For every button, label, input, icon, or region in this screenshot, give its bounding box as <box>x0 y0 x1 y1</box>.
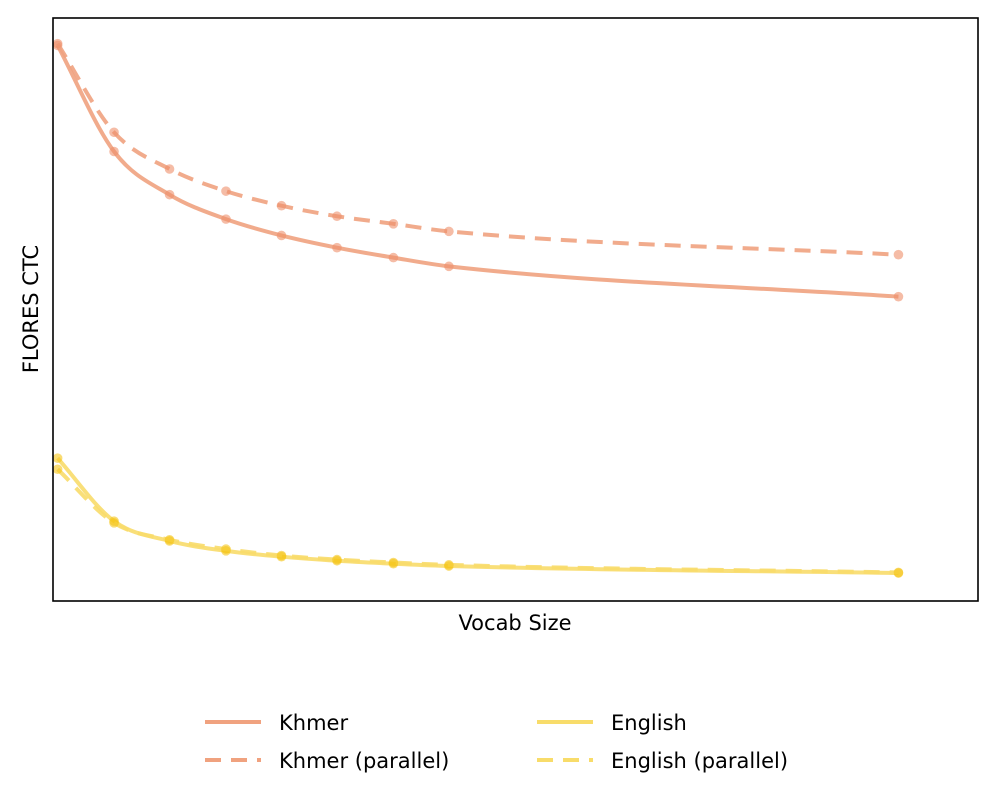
legend-label: Khmer <box>279 711 348 735</box>
data-point-khmer-parallel <box>221 186 231 196</box>
data-point-khmer-parallel <box>893 249 904 260</box>
data-point-khmer-parallel <box>444 226 454 237</box>
data-point-english-parallel <box>109 518 119 528</box>
data-point-khmer <box>221 214 231 224</box>
data-point-english <box>52 453 63 463</box>
data-point-english-parallel <box>52 464 63 475</box>
data-point-khmer <box>444 261 454 272</box>
data-point-english-parallel <box>893 567 904 578</box>
data-point-khmer <box>332 242 342 253</box>
data-point-english-parallel <box>164 534 175 545</box>
data-point-khmer <box>164 189 175 200</box>
data-point-khmer-parallel <box>276 200 287 211</box>
data-point-english-parallel <box>221 544 231 554</box>
series-line-english-parallel <box>56 467 899 575</box>
series-khmer <box>52 40 904 302</box>
series-line-khmer <box>55 44 899 299</box>
data-point-khmer-parallel <box>109 127 119 138</box>
series-english-parallel <box>52 464 904 578</box>
data-point-khmer <box>388 252 399 263</box>
data-point-khmer <box>109 146 119 157</box>
series-line-khmer-parallel <box>55 42 899 257</box>
data-point-khmer-parallel <box>52 38 63 49</box>
legend-item-english: English <box>537 711 687 735</box>
data-point-khmer <box>893 291 904 302</box>
data-point-khmer-parallel <box>332 211 342 222</box>
data-point-english-parallel <box>444 560 454 570</box>
legend-item-english-parallel: English (parallel) <box>537 749 788 773</box>
series-khmer-parallel <box>52 38 904 260</box>
series-layer <box>52 38 904 578</box>
data-point-khmer-parallel <box>164 164 175 174</box>
plot-frame <box>52 17 979 602</box>
y-axis-label: FLORES CTC <box>19 245 43 373</box>
legend-label: Khmer (parallel) <box>279 749 449 773</box>
data-point-khmer <box>276 230 287 241</box>
x-axis-label: Vocab Size <box>458 611 571 635</box>
legend-item-khmer: Khmer <box>205 711 348 735</box>
legend-label: English <box>611 711 687 735</box>
data-point-khmer-parallel <box>388 219 399 229</box>
data-point-english-parallel <box>276 550 287 561</box>
data-point-english-parallel <box>332 554 342 565</box>
legend: Khmer Khmer (parallel) English English (par… <box>205 711 788 773</box>
series-english <box>52 453 904 578</box>
legend-label: English (parallel) <box>611 749 788 773</box>
data-point-english-parallel <box>388 557 399 568</box>
series-line-english <box>56 456 899 576</box>
legend-item-khmer-parallel: Khmer (parallel) <box>205 749 449 773</box>
